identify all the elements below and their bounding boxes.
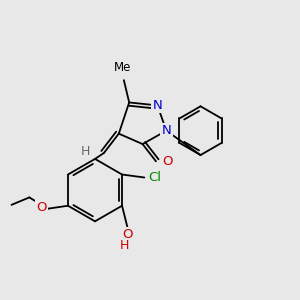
Text: N: N (153, 99, 163, 112)
Text: O: O (36, 201, 46, 214)
Text: O: O (122, 228, 133, 241)
Text: N: N (162, 124, 172, 137)
Text: Cl: Cl (148, 171, 161, 184)
Text: Me: Me (114, 61, 131, 74)
Text: H: H (81, 145, 90, 158)
Text: O: O (163, 155, 173, 168)
Text: H: H (120, 239, 129, 252)
